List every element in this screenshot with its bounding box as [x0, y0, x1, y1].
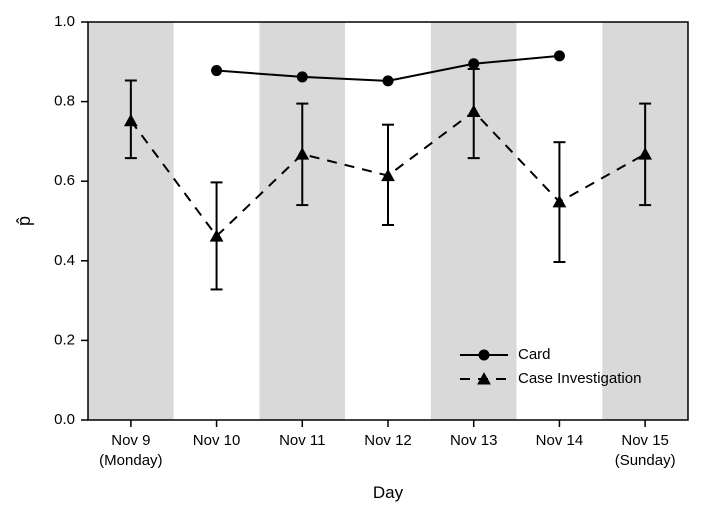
- marker-circle: [479, 350, 490, 361]
- y-tick-label: 0.4: [54, 252, 75, 269]
- marker-circle: [211, 65, 222, 76]
- x-tick-label: Nov 10: [193, 432, 241, 449]
- x-tick-label: Nov 12: [364, 432, 412, 449]
- x-tick-sublabel: (Monday): [99, 452, 162, 469]
- x-tick-label: Nov 11: [279, 432, 325, 449]
- marker-circle: [554, 50, 565, 61]
- x-tick-label: Nov 13: [450, 432, 498, 449]
- y-tick-label: 1.0: [54, 13, 75, 30]
- x-tick-sublabel: (Sunday): [615, 452, 676, 469]
- marker-circle: [383, 75, 394, 86]
- y-axis-label: p̂: [14, 216, 34, 226]
- y-tick-label: 0.8: [54, 93, 75, 110]
- marker-circle: [468, 58, 479, 69]
- x-tick-label: Nov 14: [536, 432, 584, 449]
- chart: 0.0 0.2 0.4 0.6 0.8 1.0 Nov 9 (Monday) Nov 10 Nov…: [0, 0, 709, 523]
- day-band: [602, 22, 688, 420]
- y-tick-label: 0.6: [54, 172, 75, 189]
- marker-circle: [297, 71, 308, 82]
- y-tick-label: 0.0: [54, 411, 75, 428]
- legend-label: Card: [518, 346, 551, 363]
- x-tick-label: Nov 9: [111, 432, 150, 449]
- y-tick-label: 0.2: [54, 331, 75, 348]
- x-axis-label: Day: [373, 483, 404, 502]
- x-tick-label: Nov 15: [621, 432, 669, 449]
- legend-label: Case Investigation: [518, 370, 641, 387]
